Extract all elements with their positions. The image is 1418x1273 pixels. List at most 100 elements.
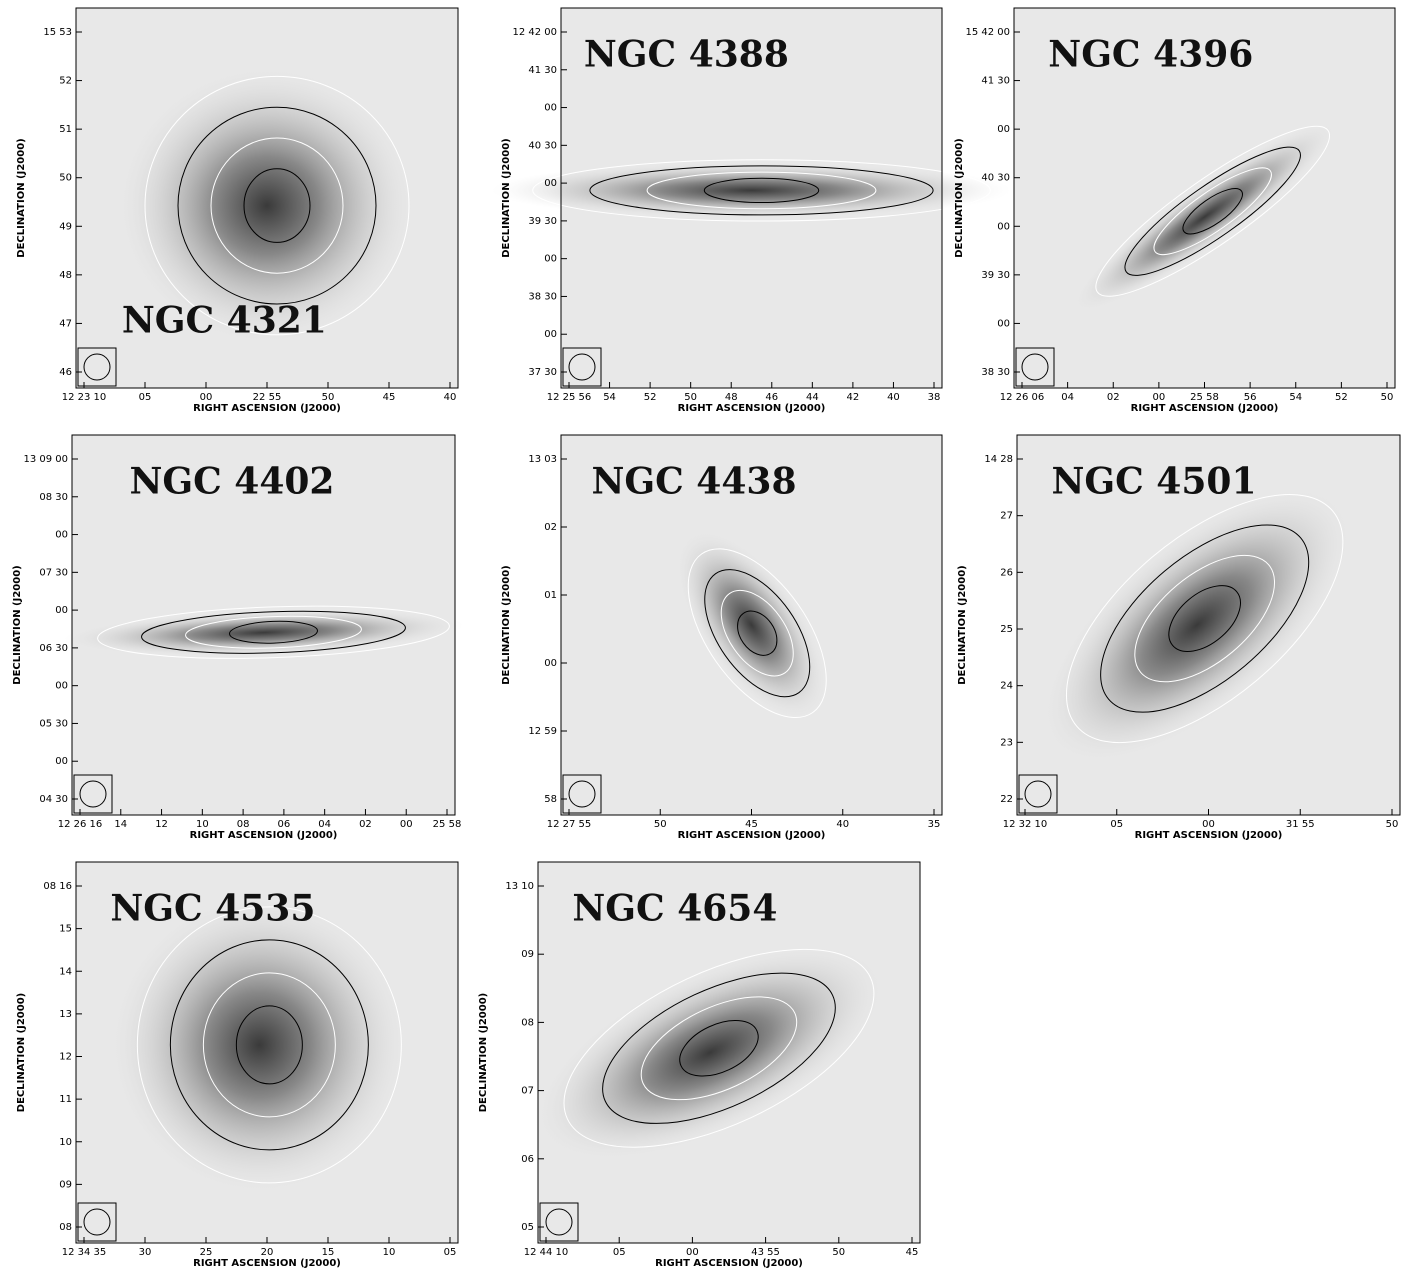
y-tick-label: 12 59 (528, 726, 557, 737)
y-tick-label: 04 30 (39, 794, 68, 805)
x-tick-label: 04 (1061, 392, 1074, 403)
y-tick-label: 37 30 (528, 367, 557, 378)
x-tick-label: 20 (261, 1247, 274, 1258)
panel: NGC 4501 12 32 10 05 00 31 55 50 14 28 27 26 25 24… (957, 434, 1401, 841)
panel: NGC 4654 12 44 10 05 00 43 55 50 45 13 10 09 08 07… (478, 861, 921, 1269)
x-tick-label: 45 (745, 819, 758, 830)
x-tick-label: 14 (114, 819, 127, 830)
galaxy (1041, 486, 1353, 764)
contour (1095, 125, 1331, 297)
y-tick-label: 00 (55, 756, 68, 767)
y-tick-label: 10 (59, 1137, 72, 1148)
y-tick-label: 09 (59, 1179, 72, 1190)
y-tick-label: 38 30 (528, 291, 557, 302)
contour (210, 137, 344, 274)
panel-title: NGC 4654 (572, 888, 777, 930)
y-tick-label: 38 30 (981, 367, 1010, 378)
contour (202, 972, 336, 1118)
y-tick-label: 14 28 (984, 454, 1013, 465)
y-tick-label: 48 (59, 270, 72, 281)
y-tick-label: 06 (521, 1154, 534, 1165)
y-tick-label: 12 42 00 (512, 27, 557, 38)
galaxy (1072, 121, 1337, 313)
contour (169, 939, 369, 1151)
x-tick-label: 10 (196, 819, 209, 830)
galaxy (109, 894, 410, 1195)
contour (1182, 188, 1243, 235)
y-tick-label: 24 (1000, 681, 1013, 692)
y-tick-label: 51 (59, 124, 72, 135)
x-tick-label: 44 (806, 392, 819, 403)
y-tick-label: 15 (59, 924, 72, 935)
x-tick-label: 40 (836, 819, 849, 830)
contour (1100, 524, 1310, 713)
contour (1134, 554, 1276, 683)
y-tick-label: 11 (59, 1094, 72, 1105)
y-tick-label: 07 30 (39, 567, 68, 578)
contour (640, 996, 798, 1101)
y-tick-label: 08 (59, 1222, 72, 1233)
y-tick-label: 40 30 (981, 173, 1010, 184)
contour (229, 620, 318, 644)
x-tick-label: 54 (1289, 392, 1302, 403)
frame (537, 861, 921, 1244)
x-tick-label: 05 (139, 392, 152, 403)
y-tick-label: 41 30 (528, 65, 557, 76)
y-tick-label: 05 30 (39, 718, 68, 729)
x-tick-label: 46 (765, 392, 778, 403)
panel-title: NGC 4396 (1048, 33, 1253, 75)
y-tick-label: 13 10 (505, 881, 534, 892)
x-tick-label: 30 (139, 1247, 152, 1258)
x-tick-label: 06 (278, 819, 291, 830)
y-tick-label: 41 30 (981, 76, 1010, 87)
x-tick-label: 50 (684, 392, 697, 403)
contour (136, 906, 402, 1184)
beam (568, 353, 596, 381)
x-tick-label: 15 (322, 1247, 335, 1258)
contour (144, 75, 410, 336)
y-tick-label: 00 (997, 221, 1010, 232)
contour (1124, 146, 1301, 276)
contour (1168, 585, 1241, 652)
x-tick-label: 43 55 (751, 1247, 780, 1258)
x-axis-label: RIGHT ASCENSION (J2000) (678, 830, 826, 841)
beam (568, 780, 596, 808)
y-tick-label: 15 53 (43, 27, 72, 38)
x-tick-label: 45 (383, 392, 396, 403)
y-tick-label: 08 (521, 1017, 534, 1028)
contour (602, 972, 836, 1124)
contour (243, 168, 311, 243)
x-tick-label: 45 (906, 1247, 919, 1258)
contour (589, 165, 934, 216)
contour (185, 615, 362, 649)
x-axis-label: RIGHT ASCENSION (J2000) (190, 830, 338, 841)
y-tick-label: 08 16 (43, 881, 72, 892)
galaxy (534, 944, 886, 1161)
y-tick-label: 00 (997, 318, 1010, 329)
y-tick-label: 50 (59, 173, 72, 184)
panel: NGC 4396 12 26 06 04 02 00 25 58 56 54 52 50 15 42… (954, 7, 1396, 414)
y-tick-label: 58 (544, 794, 557, 805)
y-tick-label: 00 (55, 681, 68, 692)
x-tick-label: 08 (237, 819, 250, 830)
panel-title: NGC 4438 (591, 460, 796, 502)
beam (83, 353, 111, 381)
panel: NGC 4388 12 25 56 54 52 50 48 46 44 42 40 38 12 42 … (491, 7, 1012, 414)
x-tick-label: 05 (444, 1247, 457, 1258)
beam-box (1018, 774, 1058, 814)
x-tick-label: 00 (400, 819, 413, 830)
panel-title: NGC 4388 (584, 33, 789, 75)
y-tick-label: 12 (59, 1052, 72, 1063)
contour (687, 548, 827, 719)
beam (1021, 353, 1049, 381)
x-tick-label: 50 (1381, 392, 1394, 403)
contour (235, 1005, 303, 1085)
x-tick-label: 40 (444, 392, 457, 403)
beam-box (77, 1202, 117, 1242)
y-axis-label: DECLINATION (J2000) (501, 138, 512, 257)
y-axis-label: DECLINATION (J2000) (16, 138, 27, 257)
contour (646, 171, 877, 210)
beam-box (73, 774, 113, 814)
x-tick-label: 25 58 (433, 819, 462, 830)
